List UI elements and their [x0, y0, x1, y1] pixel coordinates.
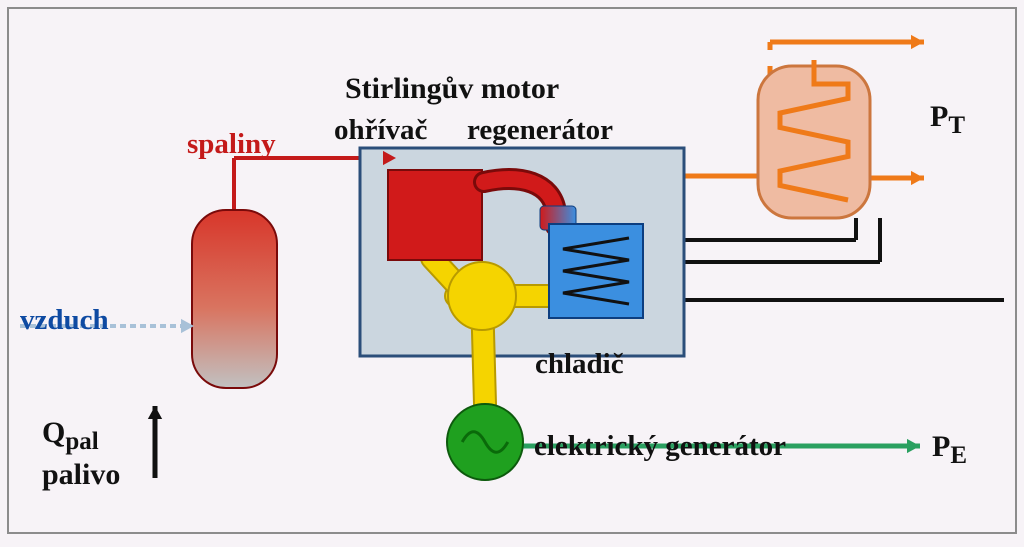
label-qpal: Qpal [42, 418, 99, 454]
heater-box [388, 170, 482, 260]
crank-wheel [448, 262, 516, 330]
label-palivo: palivo [42, 460, 120, 490]
cooler-box [549, 224, 643, 318]
combustor [192, 210, 277, 388]
label-chladic: chladič [535, 350, 624, 379]
label-pt: PT [930, 102, 965, 138]
label-stirling: Stirlingův motor [345, 74, 559, 104]
generator [447, 404, 523, 480]
heat-exchanger [758, 60, 870, 218]
label-vzduch: vzduch [20, 306, 109, 335]
label-spaliny: spaliny [187, 130, 276, 159]
label-gen: elektrický generátor [534, 432, 786, 461]
label-pe: PE [932, 432, 967, 468]
label-regenerator: regenerátor [467, 116, 613, 145]
label-ohrivac: ohřívač [334, 116, 427, 145]
line-hotOutTop [770, 42, 924, 50]
